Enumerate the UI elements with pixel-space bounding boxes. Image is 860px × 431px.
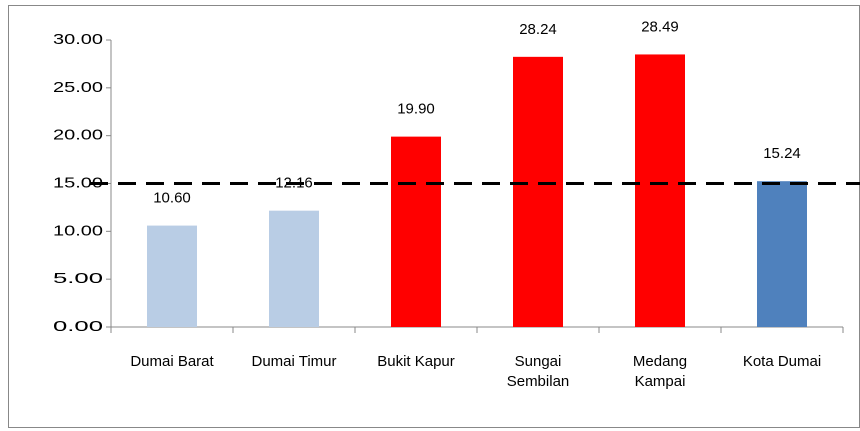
- y-tick-label: 0.00: [53, 318, 103, 335]
- y-tick-label: 20.00: [53, 127, 103, 144]
- y-tick-label: 25.00: [53, 79, 103, 96]
- bar: [513, 56, 563, 327]
- y-tick-label: 15.00: [53, 174, 103, 191]
- value-label: 28.24: [519, 21, 557, 38]
- bar: [757, 181, 807, 327]
- x-tick-label: Medang Kampai: [633, 353, 687, 390]
- bar: [269, 210, 319, 327]
- y-tick-label: 30.00: [53, 31, 103, 48]
- bar: [391, 136, 441, 327]
- value-label: 19.90: [397, 101, 435, 118]
- x-tick-label: Kota Dumai: [743, 353, 821, 370]
- y-tick-label: 10.00: [53, 222, 103, 239]
- x-tick-label: Bukit Kapur: [377, 353, 455, 370]
- bar: [635, 54, 685, 327]
- value-label: 28.49: [641, 18, 679, 35]
- x-tick-label: Sungai Sembilan: [507, 353, 570, 390]
- bar: [147, 225, 197, 327]
- x-tick-label: Dumai Timur: [251, 353, 336, 370]
- x-tick-label: Dumai Barat: [130, 353, 214, 370]
- value-label: 15.24: [763, 145, 801, 162]
- value-label: 10.60: [153, 190, 191, 207]
- y-tick-label: 5.00: [53, 270, 103, 287]
